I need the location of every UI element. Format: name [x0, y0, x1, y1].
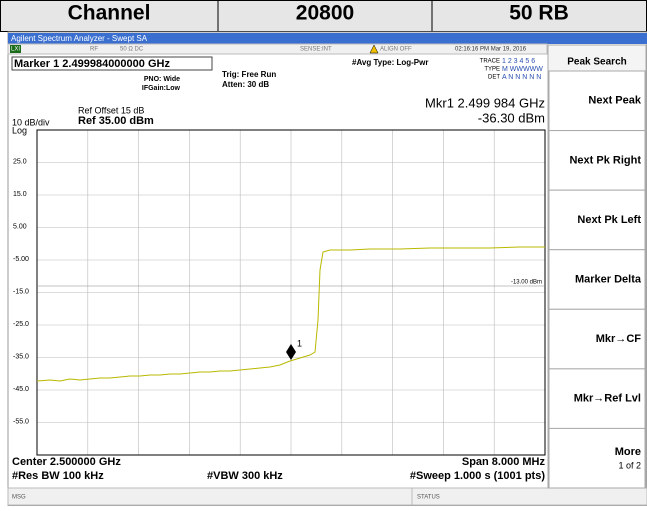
trace-nums: 1 2 3 4 5 6 — [502, 58, 535, 65]
lxi-badge — [10, 45, 21, 53]
graticule: 25.0 15.0 5.00 -5.00 -15.0 -25.0 -35.0 -45.0 -55… — [13, 130, 545, 455]
y-label: -25.0 — [13, 321, 29, 328]
trace: TRACE — [480, 59, 500, 65]
type-vals: M WWWWW — [502, 66, 543, 73]
status-row — [7, 43, 548, 55]
softkeys: Next Peak Next Pk Right Next Pk Left Marker… — [548, 70, 646, 489]
align: ALIGN OFF — [380, 47, 412, 53]
window-title: Agilent Spectrum Analyzer - Swept SA — [11, 34, 148, 43]
status: STATUS — [417, 495, 440, 501]
plot-frame — [36, 129, 546, 456]
header — [0, 0, 647, 32]
softkey[interactable] — [548, 427, 646, 489]
softkey[interactable] — [548, 308, 646, 370]
marker-label: 1 — [297, 338, 302, 348]
ref-level: Ref 35.00 dBm — [78, 115, 154, 127]
impedance: 50 Ω DC — [120, 47, 144, 53]
title-bar — [8, 33, 647, 44]
softkey[interactable] — [548, 368, 646, 429]
y-label: -5.00 — [13, 256, 29, 263]
ref-offset: Ref Offset 15 dB — [78, 105, 144, 115]
marker-freq: Mkr1 2.499 984 GHz — [425, 95, 545, 110]
marker-diamond — [286, 344, 296, 360]
header-cell: Channel — [68, 2, 151, 25]
center: Center 2.500000 GHz — [12, 456, 121, 468]
softkey-label: Next Pk Left — [577, 214, 641, 226]
msg: MSG — [12, 495, 26, 501]
scale: 10 dB/div — [12, 117, 50, 127]
avg: #Avg Type: Log-Pwr — [352, 58, 428, 67]
display-line-label: -13.00 dBm — [511, 280, 542, 286]
sense: SENSE:INT — [300, 47, 332, 53]
det: DET — [488, 75, 500, 81]
det-vals: A N N N N N — [502, 74, 541, 81]
atten: Atten: 30 dB — [222, 80, 269, 89]
datetime: 02:16:16 PM Mar 19, 2016 — [455, 47, 527, 53]
softkey-label: More — [615, 446, 641, 458]
warning-icon — [369, 44, 379, 54]
marker-box — [11, 56, 213, 71]
log: Log — [12, 125, 27, 135]
trig: Trig: Free Run — [222, 70, 276, 79]
softkey-label: Marker Delta — [575, 273, 642, 285]
header-cell: 20800 — [296, 2, 354, 25]
y-label: -45.0 — [13, 386, 29, 393]
y-label: -55.0 — [13, 418, 29, 425]
softkey-label: Mkr→Ref Lvl — [574, 393, 641, 405]
softkey-title: Peak Search — [567, 57, 627, 68]
type: TYPE — [484, 67, 500, 73]
rf: RF — [90, 47, 98, 53]
y-label: 25.0 — [13, 158, 27, 165]
softkey[interactable] — [548, 70, 646, 132]
sweep: #Sweep 1.000 s (1001 pts) — [410, 470, 545, 482]
ifgain: IFGain:Low — [142, 85, 181, 92]
header-cell: 50 RB — [509, 2, 569, 25]
window — [7, 31, 647, 507]
softkey-label: Next Peak — [588, 95, 641, 107]
y-label: -15.0 — [13, 288, 29, 295]
softkey[interactable] — [548, 249, 646, 310]
softkey[interactable] — [548, 130, 646, 191]
trace — [36, 246, 545, 382]
marker-level: -36.30 dBm — [478, 110, 545, 125]
softkey-label: Mkr→CF — [596, 333, 642, 345]
pno: PNO: Wide — [144, 76, 180, 83]
y-label: -35.0 — [13, 353, 29, 360]
y-label: 5.00 — [13, 223, 27, 230]
softkey-label: Next Pk Right — [569, 154, 641, 166]
marker-line: Marker 1 2.499984000000 GHz — [14, 58, 170, 70]
y-label: 15.0 — [13, 191, 27, 198]
lxi: LXI — [11, 47, 20, 53]
vbw: #VBW 300 kHz — [207, 470, 283, 482]
status-bar — [7, 487, 647, 506]
softkey-page: 1 of 2 — [618, 461, 641, 471]
rbw: #Res BW 100 kHz — [12, 470, 104, 482]
span: Span 8.000 MHz — [462, 456, 546, 468]
softkey[interactable] — [548, 189, 646, 251]
